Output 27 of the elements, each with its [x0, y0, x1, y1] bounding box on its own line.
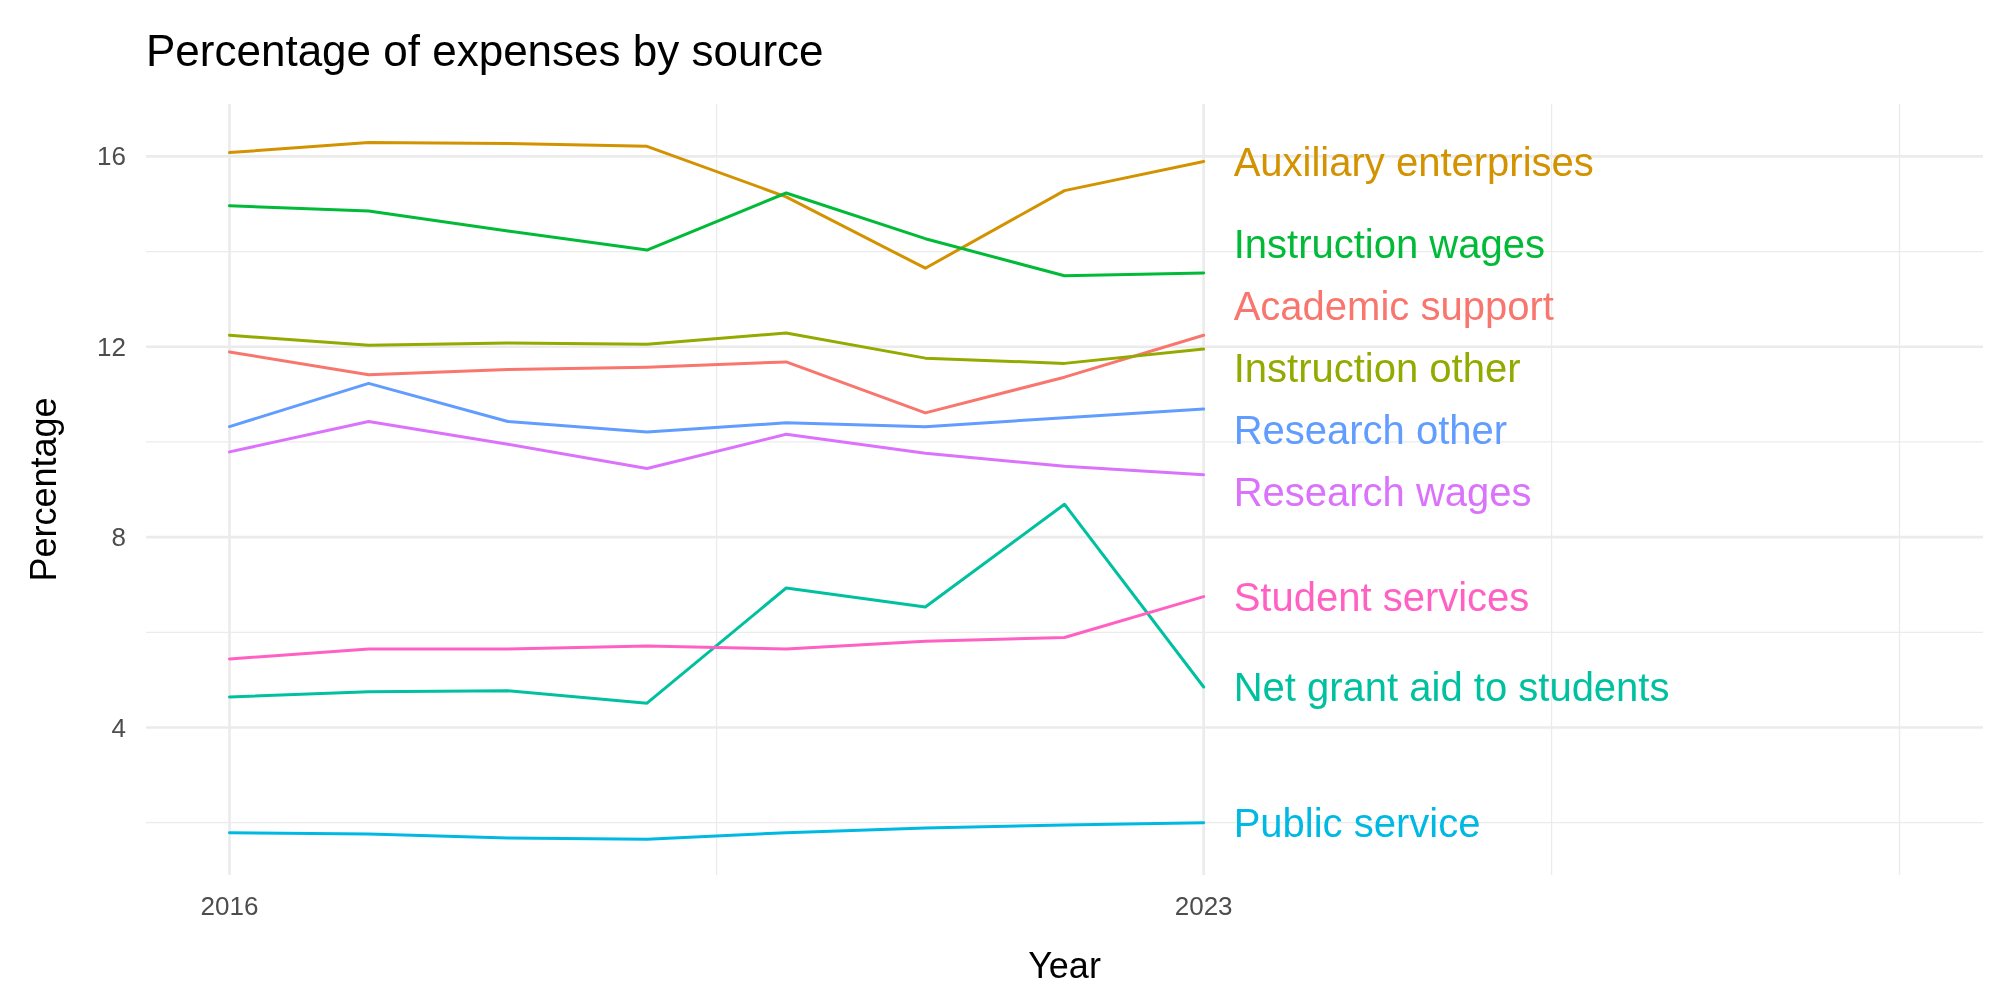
chart-title: Percentage of expenses by source	[146, 26, 824, 75]
line-series	[228, 381, 1206, 434]
line-series	[228, 333, 1206, 415]
line-series	[228, 821, 1206, 841]
series-label: Net grant aid to students	[1233, 665, 1670, 710]
line-series	[228, 595, 1206, 661]
series-label: Instruction wages	[1233, 222, 1545, 267]
line-series	[228, 502, 1206, 705]
series-label: Academic support	[1233, 284, 1554, 329]
x-axis-title: Year	[1028, 945, 1101, 986]
series-label: Research wages	[1233, 470, 1532, 515]
y-tick-label: 8	[111, 522, 126, 553]
line-series	[228, 141, 1206, 270]
line-series	[228, 331, 1206, 365]
series-label: Research other	[1233, 408, 1508, 453]
series-label: Auxiliary enterprises	[1233, 139, 1594, 184]
x-tick-label: 2023	[1174, 891, 1233, 921]
y-axis-title: Percentage	[23, 397, 64, 582]
series-label: Public service	[1233, 800, 1481, 845]
series-label: Student services	[1233, 574, 1530, 619]
line-series	[228, 419, 1206, 477]
y-tick-label: 4	[111, 712, 126, 743]
line-series	[228, 191, 1206, 278]
y-tick-label: 16	[97, 141, 126, 172]
x-tick-label: 2016	[200, 891, 259, 921]
series-label: Instruction other	[1233, 346, 1521, 391]
y-tick-label: 12	[97, 331, 126, 362]
